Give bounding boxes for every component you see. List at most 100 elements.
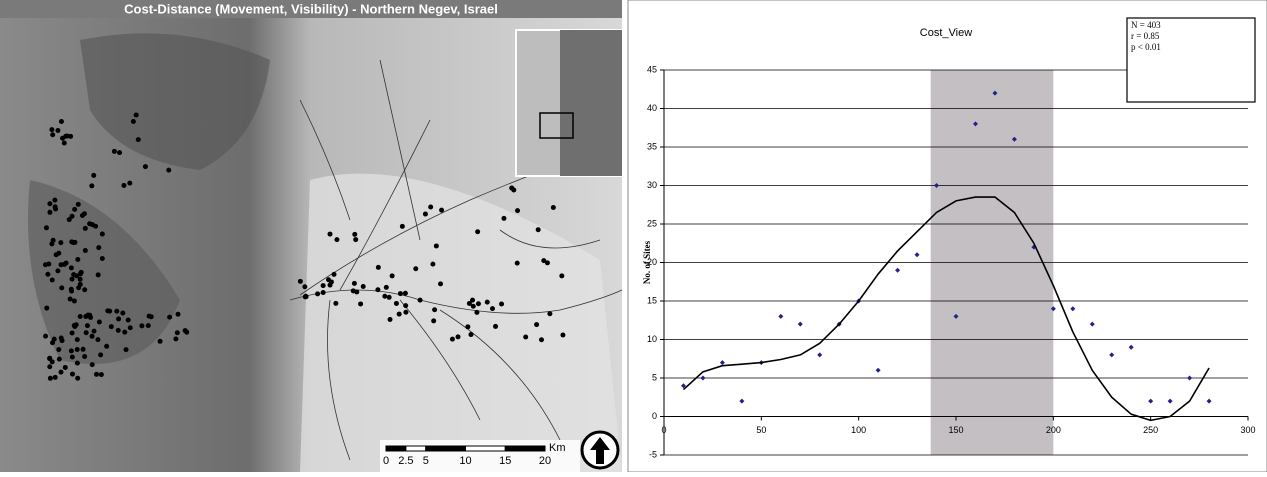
- site-dot: [54, 252, 59, 257]
- scale-label: 0: [383, 455, 389, 467]
- y-tick-label: 30: [647, 180, 657, 190]
- site-dot: [97, 320, 102, 325]
- y-tick-label: 40: [647, 103, 657, 113]
- site-dot: [539, 337, 544, 342]
- site-dot: [439, 208, 444, 213]
- site-dot: [176, 312, 181, 317]
- site-dot: [58, 240, 63, 245]
- site-dot: [468, 332, 473, 337]
- scale-unit: Km: [549, 442, 566, 454]
- site-dot: [70, 277, 75, 282]
- figure: Cost-Distance (Movement, Visibility) - N…: [0, 0, 1267, 472]
- site-dot: [547, 311, 552, 316]
- site-dot: [332, 272, 337, 277]
- site-dot: [70, 355, 75, 360]
- y-tick-label: 15: [647, 295, 657, 305]
- site-dot: [53, 375, 58, 380]
- x-tick-label: 0: [661, 425, 666, 435]
- y-tick-label: 25: [647, 218, 657, 228]
- site-dot: [328, 232, 333, 237]
- site-dot: [515, 261, 520, 266]
- site-dot: [50, 359, 55, 364]
- site-dot: [387, 295, 392, 300]
- scale-segment: [426, 446, 466, 451]
- site-dot: [403, 310, 408, 315]
- site-dot: [82, 287, 87, 292]
- site-dot: [70, 330, 75, 335]
- site-dot: [95, 337, 100, 342]
- site-dot: [382, 294, 387, 299]
- site-dot: [51, 238, 56, 243]
- site-dot: [390, 273, 395, 278]
- site-dot: [493, 324, 498, 329]
- site-dot: [59, 262, 64, 267]
- site-dot: [50, 277, 55, 282]
- x-tick-label: 50: [756, 425, 766, 435]
- site-dot: [474, 310, 479, 315]
- site-dot: [428, 204, 433, 209]
- site-dot: [85, 323, 90, 328]
- site-dot: [551, 205, 556, 210]
- y-tick-label: 0: [652, 411, 657, 421]
- site-dot: [353, 237, 358, 242]
- site-dot: [431, 318, 436, 323]
- site-dot: [143, 164, 148, 169]
- site-dot: [86, 313, 91, 318]
- site-dot: [384, 285, 389, 290]
- site-dot: [536, 227, 541, 232]
- site-dot: [388, 317, 393, 322]
- site-dot: [53, 204, 58, 209]
- site-dot: [400, 224, 405, 229]
- site-dot: [45, 272, 50, 277]
- site-dot: [90, 334, 95, 339]
- site-dot: [432, 307, 437, 312]
- site-dot: [351, 288, 356, 293]
- site-dot: [303, 294, 308, 299]
- site-dot: [559, 273, 564, 278]
- site-dot: [72, 298, 77, 303]
- site-dot: [183, 328, 188, 333]
- site-dot: [126, 318, 131, 323]
- scale-label: 15: [499, 455, 511, 467]
- site-dot: [80, 213, 85, 218]
- site-dot: [52, 198, 57, 203]
- site-dot: [485, 300, 490, 305]
- scale-label: 10: [459, 455, 471, 467]
- site-dot: [55, 268, 60, 273]
- site-dot: [100, 256, 105, 261]
- site-dot: [131, 119, 136, 124]
- site-dot: [44, 306, 49, 311]
- site-dot: [84, 330, 89, 335]
- site-dot: [59, 335, 64, 340]
- site-dot: [55, 128, 60, 133]
- site-dot: [413, 266, 418, 271]
- site-dot: [59, 370, 64, 375]
- site-dot: [333, 301, 338, 306]
- site-dot: [69, 287, 74, 292]
- x-tick-label: 300: [1240, 425, 1255, 435]
- site-dot: [50, 132, 55, 137]
- site-dot: [91, 173, 96, 178]
- site-dot: [112, 149, 117, 154]
- site-dot: [434, 243, 439, 248]
- site-dot: [79, 270, 84, 275]
- site-dot: [114, 309, 119, 314]
- site-dot: [545, 260, 550, 265]
- site-dot: [57, 357, 62, 362]
- site-dot: [62, 141, 67, 146]
- site-dot: [134, 113, 139, 118]
- site-dot: [361, 284, 366, 289]
- site-dot: [48, 376, 53, 381]
- scale-segment: [406, 446, 426, 451]
- y-tick-label: 45: [647, 64, 657, 74]
- x-tick-label: 250: [1143, 425, 1158, 435]
- chart-title: Cost_View: [920, 27, 972, 39]
- site-dot: [100, 232, 105, 237]
- site-dot: [78, 282, 83, 287]
- site-dot: [121, 183, 126, 188]
- scale-segment: [386, 446, 406, 451]
- site-dot: [69, 348, 74, 353]
- site-dot: [90, 362, 95, 367]
- site-dot: [75, 257, 80, 262]
- site-dot: [59, 119, 64, 124]
